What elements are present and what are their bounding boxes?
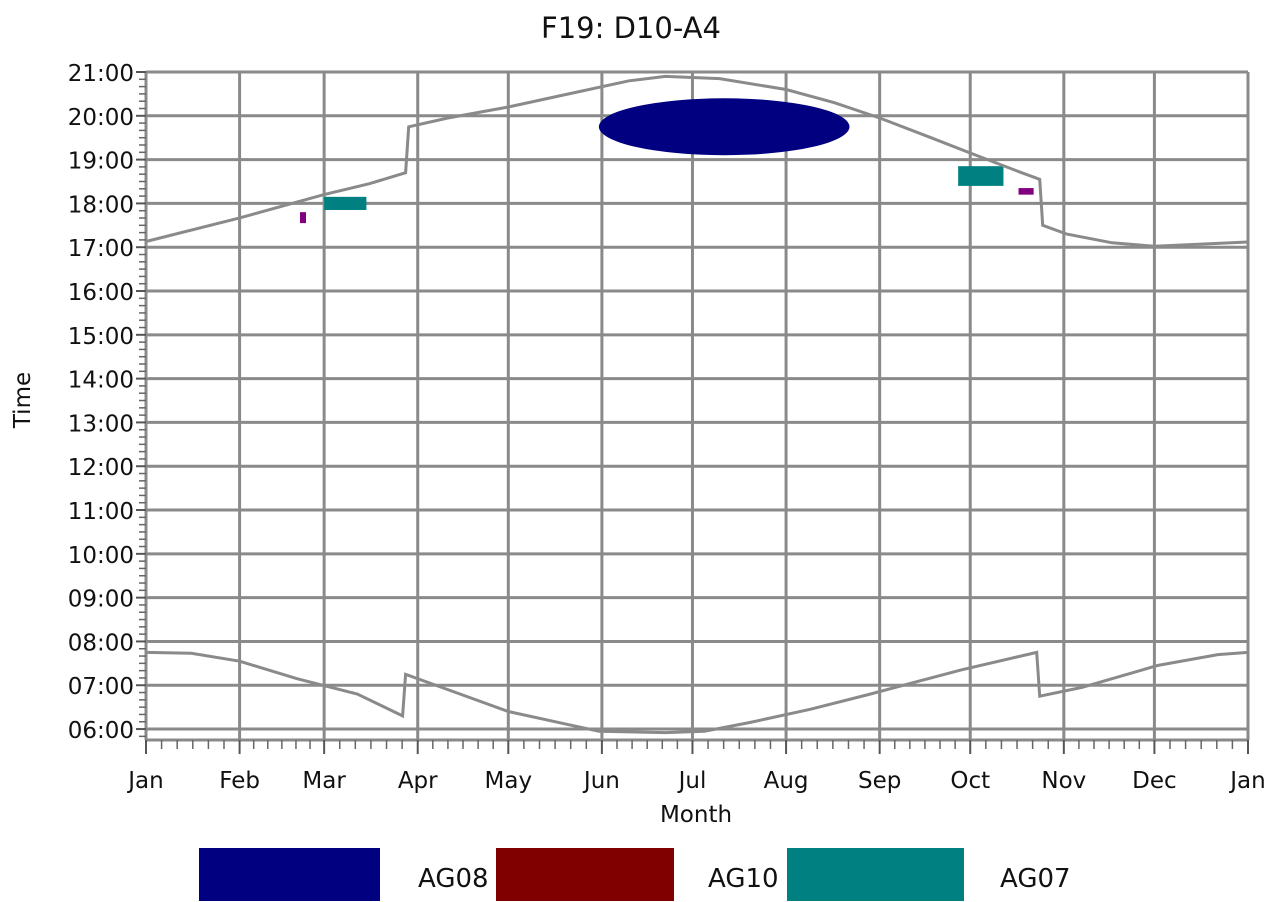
y-tick-label: 15:00 [68, 324, 134, 350]
x-axis-label: Month [660, 802, 732, 828]
y-tick-label: 08:00 [68, 630, 134, 656]
y-tick-label: 18:00 [68, 192, 134, 218]
x-tick-label: Apr [398, 768, 438, 794]
legend-swatch-ag08 [199, 848, 380, 901]
y-tick-label: 20:00 [68, 105, 134, 131]
series-ag10-patch [299, 212, 307, 224]
axes: 06:00 07:00 08:00 09:00 10:00 11:00 12:00 13:00… [68, 61, 1266, 794]
legend: AG08 AG10 AG07 [199, 848, 1071, 901]
x-tick-label: Jan [126, 768, 163, 794]
x-tick-label: Oct [950, 768, 990, 794]
grid [144, 70, 1250, 740]
x-tick-label: Jan [1228, 768, 1265, 794]
x-tick-label: Sep [858, 768, 901, 794]
x-tick-label: Dec [1132, 768, 1177, 794]
y-axis-label: Time [10, 372, 36, 429]
chart-title: F19: D10-A4 [541, 11, 721, 45]
data-area [299, 98, 1034, 224]
y-tick-label: 09:00 [68, 587, 134, 613]
y-tick-label: 12:00 [68, 455, 134, 481]
series-ag10-patch [1018, 188, 1034, 195]
x-tick-label: Jun [582, 768, 620, 794]
y-tick-label: 14:00 [68, 368, 134, 394]
x-tick-label: Nov [1041, 768, 1086, 794]
sunset-line [145, 74, 1249, 248]
boundary-lines [145, 74, 1249, 735]
x-tick-label: Mar [302, 768, 346, 794]
y-tick-label: 21:00 [68, 61, 134, 87]
sunrise-line [145, 650, 1249, 735]
y-tick-label: 16:00 [68, 280, 134, 306]
series-ag07-patch [958, 166, 1004, 186]
y-tick-label: 19:00 [68, 149, 134, 175]
legend-label-ag07: AG07 [1000, 864, 1071, 894]
y-tick-label: 11:00 [68, 499, 134, 525]
x-tick-label: Aug [764, 768, 809, 794]
y-tick-label: 17:00 [68, 236, 134, 262]
y-tick-label: 13:00 [68, 411, 134, 437]
x-tick-label: Feb [219, 768, 260, 794]
legend-swatch-ag10 [496, 848, 674, 901]
legend-swatch-ag07 [787, 848, 964, 901]
y-tick-label: 06:00 [68, 718, 134, 744]
y-tick-label: 07:00 [68, 674, 134, 700]
series-ag07-patch [324, 196, 367, 210]
legend-label-ag08: AG08 [418, 864, 489, 894]
y-tick-label: 10:00 [68, 543, 134, 569]
x-tick-label: May [485, 768, 533, 794]
series-ag08-region [598, 98, 850, 156]
legend-label-ag10: AG10 [708, 864, 779, 894]
x-tick-label: Jul [677, 768, 707, 794]
